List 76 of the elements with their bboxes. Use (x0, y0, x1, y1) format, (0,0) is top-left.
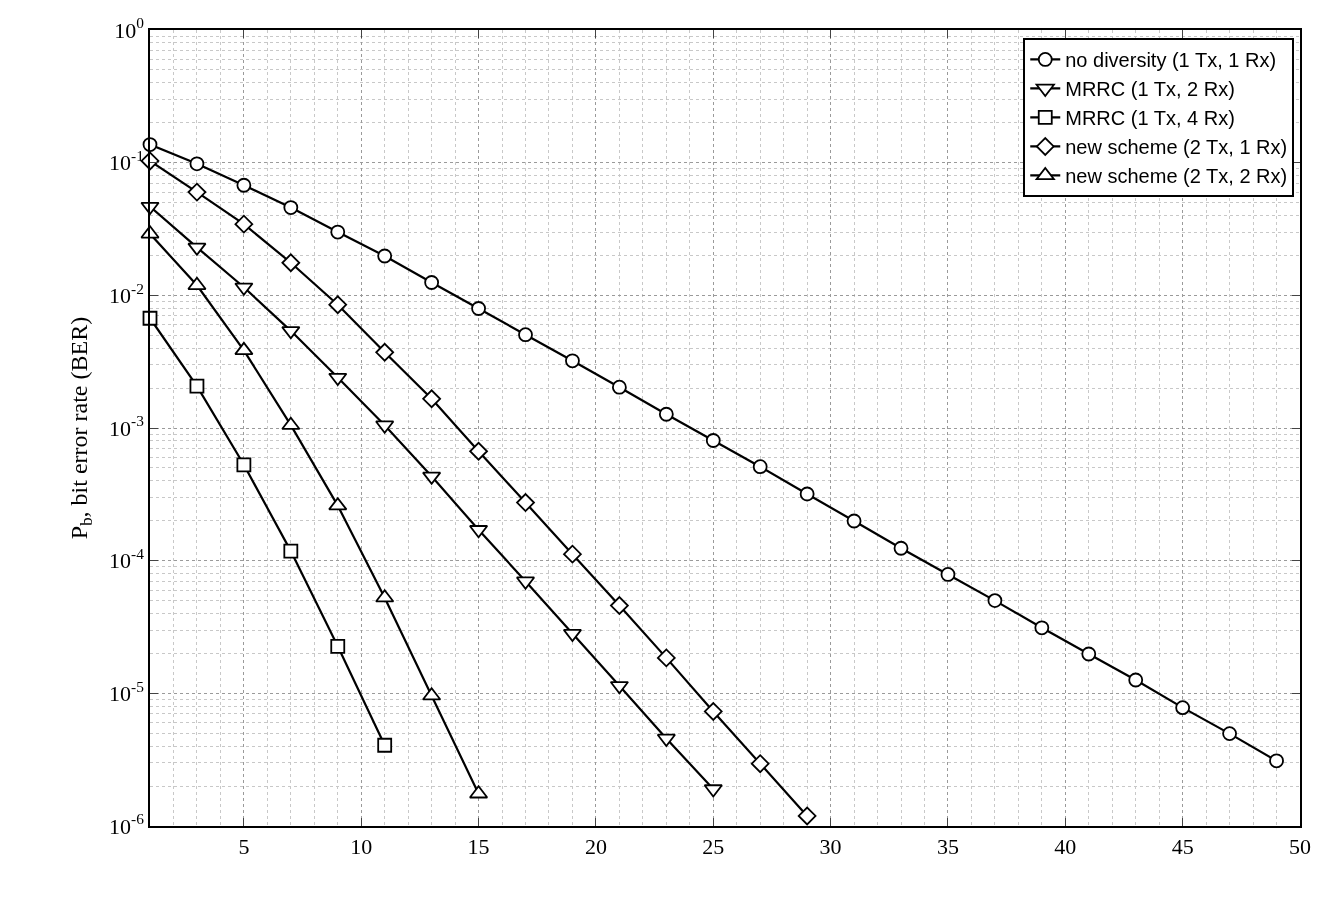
point (752, 459, 768, 475)
x-tick-label: 5 (238, 834, 250, 860)
point (516, 493, 535, 512)
point (189, 378, 205, 394)
point (612, 379, 627, 395)
point (518, 327, 533, 343)
point (422, 389, 441, 409)
point (797, 806, 817, 826)
point (234, 214, 254, 234)
legend-label: no diversity (1 Tx, 1 Rx) (1065, 49, 1277, 72)
y-tick-label: 10$^{-1}$ (109, 147, 144, 176)
point (656, 648, 676, 668)
x-tick-label: 20 (584, 834, 607, 860)
legend-label: new scheme (2 Tx, 1 Rx) (1065, 136, 1288, 159)
legend-label: new scheme (2 Tx, 2 Rx) (1065, 165, 1288, 188)
point (328, 372, 348, 386)
x-tick-label: 15 (467, 834, 490, 860)
x-tick-label: 50 (1289, 834, 1311, 860)
point (1269, 753, 1284, 769)
y-tick-label: 10$^{-2}$ (109, 279, 144, 309)
point (1175, 700, 1191, 716)
point (236, 457, 252, 473)
y-tick-label: 10$^{-5}$ (109, 677, 145, 707)
point (377, 737, 393, 753)
point (234, 282, 254, 296)
y-tick-label: 10$^{-4}$ (109, 545, 145, 574)
legend-label: MRRC (1 Tx, 2 Rx) (1065, 78, 1235, 101)
x-tick-label: 25 (702, 834, 725, 860)
x-tick-label: 10 (350, 834, 373, 860)
x-tick-label: 35 (936, 834, 959, 860)
point (799, 486, 815, 502)
point (658, 406, 674, 422)
point (987, 593, 1003, 608)
point (565, 353, 580, 369)
point (189, 156, 205, 172)
y-tick-label: 10$^{-3}$ (109, 412, 145, 441)
point (469, 785, 489, 799)
point (610, 596, 629, 615)
point (750, 754, 770, 774)
point (469, 441, 488, 461)
point (703, 784, 723, 798)
point (330, 224, 346, 240)
point (1128, 672, 1144, 688)
y-tick-label: 10$^{-6}$ (109, 810, 145, 839)
point (375, 342, 395, 362)
point (705, 433, 721, 448)
point (375, 420, 395, 434)
x-tick-label: 30 (819, 834, 842, 860)
point (236, 177, 252, 193)
legend-label: MRRC (1 Tx, 4 Rx) (1065, 107, 1235, 130)
point (656, 733, 676, 747)
point (893, 540, 909, 556)
point (703, 702, 723, 721)
point (422, 687, 442, 701)
point (422, 471, 442, 485)
point (283, 200, 299, 215)
point (1034, 620, 1050, 636)
point (283, 543, 299, 559)
point (187, 242, 207, 256)
point (330, 638, 346, 654)
point (424, 275, 440, 290)
point (187, 182, 207, 202)
y-tick-label: 10$^{0}$ (114, 14, 145, 43)
point (563, 544, 582, 564)
x-tick-label: 40 (1054, 834, 1077, 860)
point (377, 248, 393, 264)
point (375, 589, 395, 603)
point (328, 497, 348, 511)
point (281, 253, 301, 273)
point (1081, 646, 1097, 662)
point (846, 513, 862, 529)
point (471, 301, 486, 316)
x-tick-label: 45 (1171, 834, 1194, 860)
point (940, 567, 956, 582)
point (1222, 726, 1237, 742)
point (328, 295, 348, 315)
